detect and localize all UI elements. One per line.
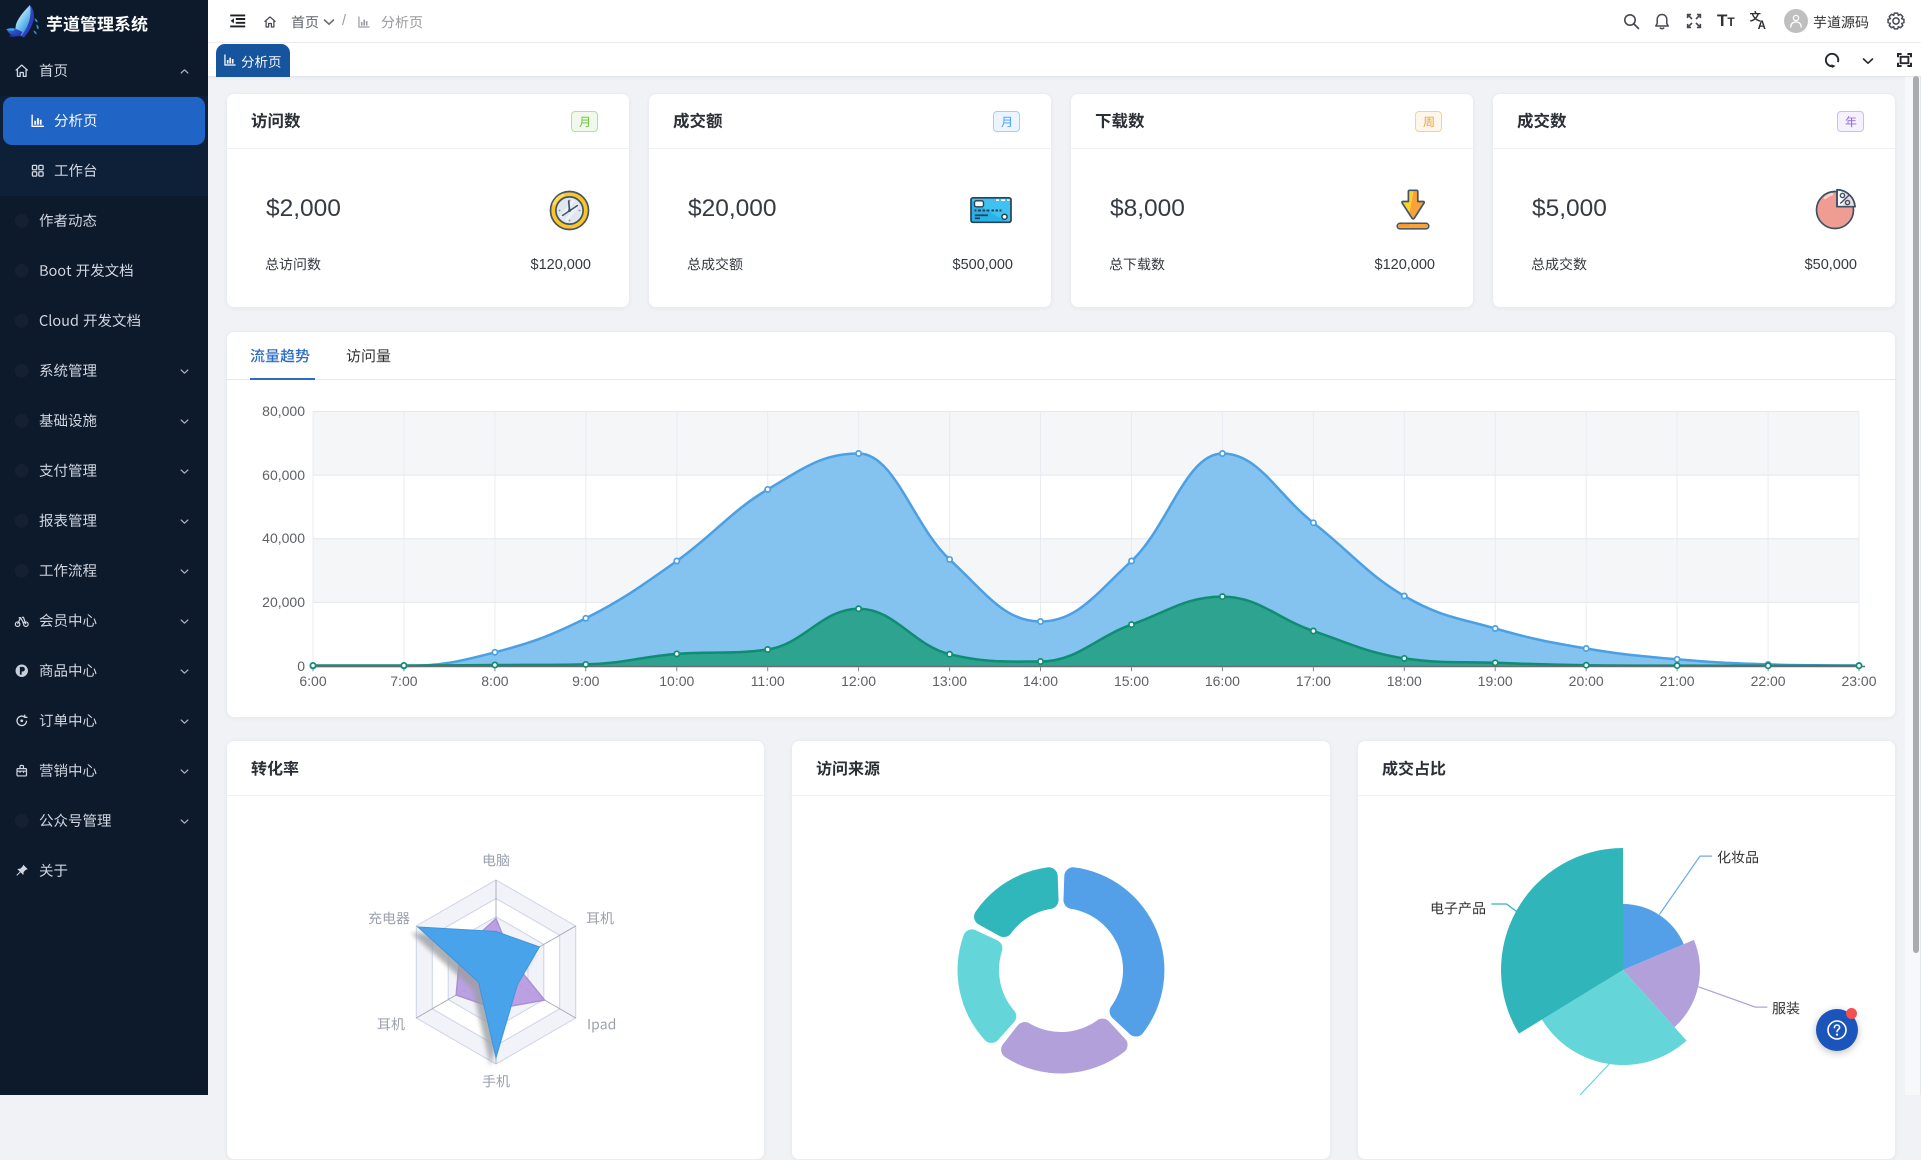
svg-text:A: A <box>1758 20 1766 30</box>
